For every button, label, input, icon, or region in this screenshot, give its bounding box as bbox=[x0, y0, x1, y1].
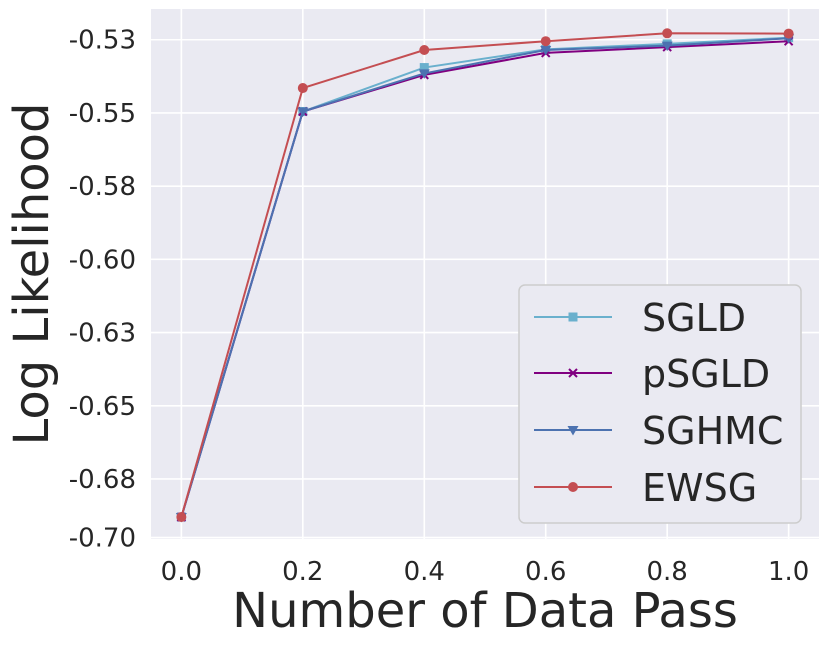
series-ewsg bbox=[176, 28, 794, 523]
data-point-sghmc bbox=[540, 45, 552, 56]
x-tick-label: 0.0 bbox=[161, 557, 202, 587]
x-tick-label: 0.8 bbox=[647, 557, 688, 587]
data-point-ewsg bbox=[783, 28, 794, 39]
x-axis-label: Number of Data Pass bbox=[232, 583, 738, 639]
series-line-ewsg bbox=[180, 32, 789, 518]
legend: SGLD pSGLD SGHMC EWSG bbox=[518, 284, 802, 524]
data-point-sghmc bbox=[661, 41, 673, 52]
y-tick-label: -0.53 bbox=[69, 26, 136, 56]
legend-item-sgld: SGLD bbox=[534, 296, 746, 340]
y-tick-label: -0.58 bbox=[69, 172, 136, 202]
data-point-sgld bbox=[419, 63, 429, 73]
x-tick-label: 0.4 bbox=[404, 557, 445, 587]
legend-label: SGHMC bbox=[642, 409, 783, 453]
legend-box bbox=[518, 284, 802, 524]
legend-marker bbox=[568, 312, 578, 322]
y-tick-label: -0.60 bbox=[69, 245, 136, 275]
data-point-ewsg bbox=[540, 36, 551, 47]
legend-marker bbox=[568, 482, 578, 492]
data-point-sghmc bbox=[297, 107, 309, 117]
y-tick-label: -0.65 bbox=[69, 392, 136, 422]
data-point-ewsg bbox=[176, 512, 187, 523]
legend-marker bbox=[568, 368, 578, 378]
data-point-ewsg bbox=[297, 83, 308, 94]
y-tick-label: -0.55 bbox=[69, 99, 136, 129]
x-tick-labels: 0.0 0.2 0.4 0.6 0.8 1.0 bbox=[161, 557, 810, 587]
data-point-sghmc bbox=[418, 69, 430, 79]
series-line-sghmc bbox=[180, 37, 789, 518]
data-point-ewsg bbox=[419, 44, 430, 55]
y-axis-label: Log Likelihood bbox=[4, 103, 60, 446]
legend-item-sghmc: SGHMC bbox=[534, 409, 783, 453]
legend-marker bbox=[567, 426, 579, 436]
data-point-ewsg bbox=[662, 28, 673, 39]
x-tick-label: 1.0 bbox=[768, 557, 809, 587]
legend-label: SGLD bbox=[642, 296, 746, 340]
legend-label: EWSG bbox=[642, 466, 757, 510]
x-tick-label: 0.6 bbox=[525, 557, 566, 587]
y-tick-labels: -0.53 -0.55 -0.58 -0.60 -0.63 -0.65 -0.68 -0.70 bbox=[69, 26, 136, 554]
y-tick-label: -0.68 bbox=[69, 465, 136, 495]
y-tick-label: -0.70 bbox=[69, 524, 136, 554]
x-tick-label: 0.2 bbox=[282, 557, 323, 587]
legend-item-ewsg: EWSG bbox=[534, 466, 757, 510]
y-tick-label: -0.63 bbox=[69, 319, 136, 349]
series-group bbox=[175, 28, 795, 523]
legend-label: pSGLD bbox=[642, 352, 770, 396]
legend-item-psgld: pSGLD bbox=[534, 352, 770, 396]
